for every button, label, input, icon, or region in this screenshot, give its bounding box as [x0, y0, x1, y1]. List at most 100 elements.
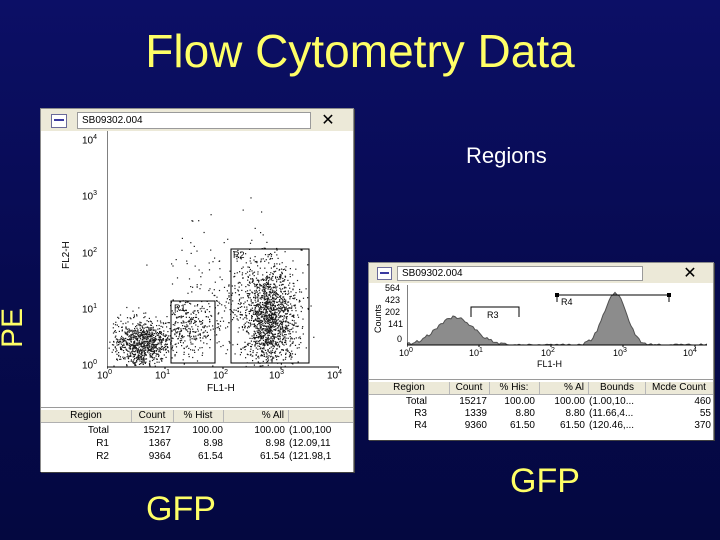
col-header-count[interactable]: Count	[449, 382, 490, 394]
scatter-dot	[270, 279, 272, 281]
scatter-dot	[278, 301, 280, 303]
scatter-dot	[270, 314, 272, 316]
scatter-dot	[130, 336, 132, 338]
col-header-pct-hist[interactable]: % His:	[489, 382, 540, 394]
scatter-dot	[254, 294, 256, 296]
scatter-dot	[273, 290, 275, 292]
scatter-dot	[280, 354, 282, 356]
scatter-dot	[267, 349, 269, 351]
scatter-dot	[282, 300, 284, 302]
table-row[interactable]: R2 9364 61.54 61.54 (121.98,1	[41, 451, 353, 463]
col-header-mode-count[interactable]: Mcde Count	[645, 382, 713, 394]
scatter-dot	[228, 322, 230, 324]
scatter-dot	[290, 356, 292, 358]
scatter-dot	[149, 355, 152, 357]
table-row[interactable]: R1 1367 8.98 8.98 (12.09,11	[41, 438, 353, 450]
scatter-dot	[277, 341, 279, 343]
region-r4-handle[interactable]	[667, 293, 671, 297]
scatter-dot	[204, 310, 206, 312]
scatter-dot	[245, 316, 247, 318]
scatter-dot	[234, 272, 236, 275]
scatter-dot	[175, 259, 177, 261]
scatter-dot	[274, 311, 276, 313]
scatter-dot	[286, 325, 288, 327]
scatter-dot	[265, 301, 267, 303]
scatter-dot	[277, 257, 279, 259]
scatter-dot	[242, 209, 244, 211]
scatter-dot	[129, 352, 131, 354]
scatter-dot	[213, 289, 215, 291]
scatter-dot	[285, 340, 287, 342]
scatter-dot	[134, 342, 136, 344]
scatter-dot	[289, 296, 291, 298]
region-r1-gate[interactable]	[170, 300, 216, 364]
scatter-dot	[281, 341, 283, 343]
scatter-dot	[270, 325, 272, 327]
col-header-pct-all[interactable]: % All	[223, 410, 289, 422]
scatter-dot	[298, 343, 300, 346]
scatter-dot	[257, 345, 259, 347]
scatter-dot	[268, 315, 270, 317]
scatter-dot	[266, 306, 268, 309]
close-icon[interactable]: ✕	[683, 263, 697, 282]
scatter-dot	[156, 361, 158, 363]
region-r4-label: R4	[561, 297, 573, 307]
scatter-dot	[133, 354, 135, 356]
scatter-dot	[175, 321, 177, 323]
scatter-dot	[114, 336, 116, 338]
close-icon[interactable]: ✕	[321, 110, 335, 129]
col-header-bounds[interactable]	[289, 410, 353, 422]
scatter-dot	[271, 330, 274, 332]
scatter-dot	[182, 320, 184, 322]
scatter-dot	[141, 346, 143, 348]
scatter-dot	[257, 286, 259, 288]
scatter-dot	[184, 328, 187, 330]
scatter-dot	[165, 340, 167, 342]
scatter-dot	[270, 321, 272, 323]
scatter-dot	[208, 325, 210, 327]
scatter-dot	[265, 352, 267, 354]
col-header-region[interactable]: Region	[41, 410, 132, 422]
scatter-dot	[283, 331, 285, 333]
col-header-region[interactable]: Region	[369, 382, 450, 394]
scatter-dot	[269, 318, 271, 320]
scatter-dot	[159, 349, 161, 351]
scatter-dot	[299, 300, 301, 302]
dot-plot-y-tick: 102	[82, 247, 98, 260]
scatter-dot	[249, 293, 251, 295]
scatter-dot	[266, 325, 268, 327]
scatter-dot	[310, 305, 312, 307]
scatter-dot	[277, 278, 280, 280]
table-row[interactable]: Total 15217 100.00 100.00 (1.00,100	[41, 425, 353, 437]
scatter-dot	[132, 360, 134, 362]
scatter-dot	[160, 339, 162, 341]
scatter-dot	[203, 335, 205, 337]
scatter-dot	[264, 296, 266, 298]
scatter-dot	[262, 336, 264, 338]
scatter-dot	[292, 342, 294, 344]
cell-pct-hist: 8.80	[515, 408, 535, 419]
col-header-pct-hist[interactable]: % Hist	[173, 410, 224, 422]
table-row[interactable]: R3 1339 8.80 8.80 (11.66,4... 55	[369, 408, 713, 420]
scatter-dot	[256, 304, 258, 306]
region-r3-bracket[interactable]	[470, 306, 520, 317]
col-header-pct-all[interactable]: % Al	[539, 382, 589, 394]
scatter-dot	[259, 348, 261, 350]
col-header-count[interactable]: Count	[131, 410, 174, 422]
table-row[interactable]: R4 9360 61.50 61.50 (120.46,... 370	[369, 420, 713, 432]
scatter-dot	[189, 318, 192, 320]
scatter-dot	[279, 340, 282, 342]
scatter-dot	[283, 359, 285, 361]
region-r2-gate[interactable]	[230, 248, 310, 364]
scatter-dot	[242, 277, 244, 279]
scatter-dot	[290, 307, 292, 309]
region-r4-handle[interactable]	[555, 293, 559, 297]
scatter-dot	[264, 291, 266, 293]
scatter-dot	[282, 337, 284, 339]
scatter-dot	[167, 331, 169, 333]
col-header-bounds[interactable]: Bounds	[589, 382, 646, 394]
table-row[interactable]: Total 15217 100.00 100.00 (1.00,10... 46…	[369, 396, 713, 408]
scatter-dot	[143, 341, 145, 343]
region-r4-bracket[interactable]	[556, 294, 670, 302]
scatter-dot	[262, 286, 264, 288]
